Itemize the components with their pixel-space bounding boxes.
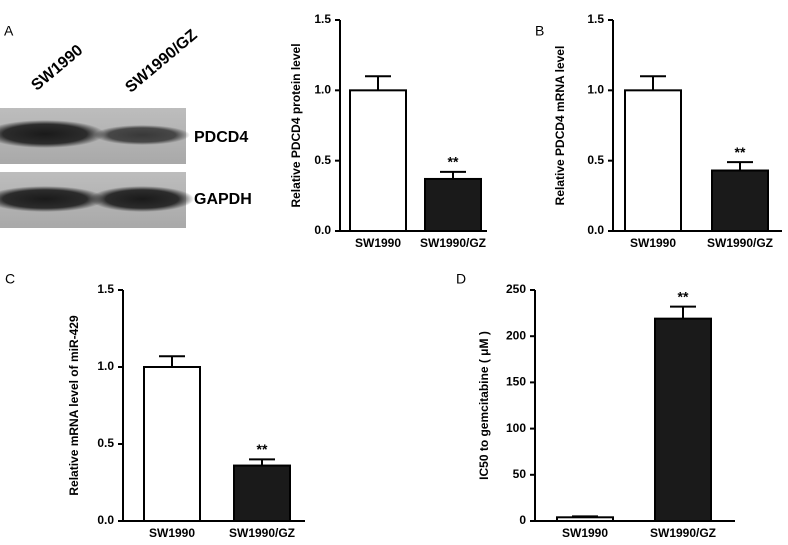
significance-label: ** xyxy=(257,441,268,457)
y-tick-label: 250 xyxy=(506,282,526,296)
x-tick-label: SW1990/GZ xyxy=(420,236,486,250)
y-tick-label: 0.5 xyxy=(314,153,331,167)
band-label: GAPDH xyxy=(194,191,252,208)
significance-label: ** xyxy=(678,288,689,304)
blot-band xyxy=(90,186,194,212)
y-tick-label: 150 xyxy=(506,375,526,389)
western-blot: SW1990 SW1990/GZ PDCD4 GAPDH xyxy=(0,27,252,228)
y-tick-label: 1.5 xyxy=(587,12,604,26)
y-axis-label: IC50 to gemcitabine ( μM ) xyxy=(477,331,491,480)
x-tick-label: SW1990 xyxy=(355,236,401,250)
y-tick-label: 50 xyxy=(513,467,527,481)
y-tick-label: 1.0 xyxy=(97,359,114,373)
y-tick-label: 100 xyxy=(506,421,526,435)
y-tick-label: 0.0 xyxy=(97,513,114,527)
chart: 0.0 0.5 1.0 1.5 Relative PDCD4 protein level… xyxy=(289,12,487,250)
bar xyxy=(711,169,769,233)
bar xyxy=(349,89,407,233)
significance-label: ** xyxy=(448,154,459,170)
blot-band xyxy=(94,125,190,145)
bar xyxy=(233,464,291,522)
panel-label: C xyxy=(5,271,15,287)
significance-label: ** xyxy=(735,144,746,160)
panel-label: B xyxy=(535,23,544,39)
y-tick-label: 0 xyxy=(519,513,526,527)
y-tick-label: 0.5 xyxy=(97,436,114,450)
band-label: PDCD4 xyxy=(194,129,248,146)
panel-label: D xyxy=(456,271,466,287)
x-tick-label: SW1990/GZ xyxy=(229,526,295,540)
x-tick-label: SW1990 xyxy=(630,236,676,250)
y-axis-label: Relative PDCD4 protein level xyxy=(289,43,303,207)
bar xyxy=(143,366,201,522)
y-tick-label: 1.0 xyxy=(314,83,331,97)
y-axis-label: Relative PDCD4 mRNA level xyxy=(553,46,567,206)
blot-band xyxy=(0,120,105,148)
x-tick-label: SW1990/GZ xyxy=(650,526,716,540)
bar xyxy=(556,516,614,523)
y-tick-label: 1.5 xyxy=(97,282,114,296)
lane-label: SW1990/GZ xyxy=(122,27,201,97)
y-tick-label: 0.0 xyxy=(314,223,331,237)
y-tick-label: 1.0 xyxy=(587,83,604,97)
lane-label: SW1990 xyxy=(28,42,86,95)
x-tick-label: SW1990/GZ xyxy=(707,236,773,250)
chart: 0.0 0.5 1.0 1.5 Relative mRNA level of miR-4… xyxy=(67,282,305,540)
x-tick-label: SW1990 xyxy=(149,526,195,540)
blot-band xyxy=(0,186,105,212)
bar xyxy=(654,317,712,523)
y-tick-label: 0.5 xyxy=(587,153,604,167)
bar xyxy=(424,177,482,233)
bar xyxy=(624,89,682,233)
x-tick-label: SW1990 xyxy=(562,526,608,540)
y-tick-label: 0.0 xyxy=(587,223,604,237)
y-tick-label: 200 xyxy=(506,328,526,342)
panel-label: A xyxy=(4,23,14,39)
chart: 0 50 100 150 200 250 IC50 to gemcitabine ( μM … xyxy=(477,282,735,540)
y-axis-label: Relative mRNA level of miR-429 xyxy=(67,315,81,496)
y-tick-label: 1.5 xyxy=(314,12,331,26)
chart: 0.0 0.5 1.0 1.5 Relative PDCD4 mRNA level SW1… xyxy=(553,12,782,250)
